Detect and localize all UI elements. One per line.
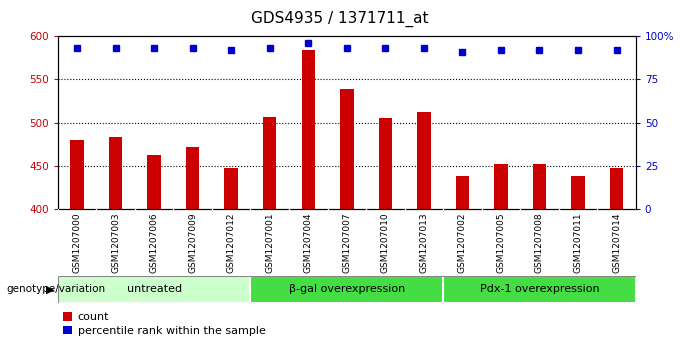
Text: Pdx-1 overexpression: Pdx-1 overexpression <box>479 285 599 294</box>
Text: GSM1207001: GSM1207001 <box>265 212 274 273</box>
Bar <box>58 276 250 303</box>
Bar <box>263 117 277 209</box>
Text: GSM1207009: GSM1207009 <box>188 212 197 273</box>
Bar <box>224 168 238 209</box>
Bar <box>70 140 84 209</box>
Legend: count, percentile rank within the sample: count, percentile rank within the sample <box>63 312 266 336</box>
Bar <box>186 147 199 209</box>
Text: GSM1207008: GSM1207008 <box>535 212 544 273</box>
Bar <box>494 164 508 209</box>
Text: GSM1207010: GSM1207010 <box>381 212 390 273</box>
Bar <box>610 168 624 209</box>
Bar <box>456 176 469 209</box>
Text: GSM1207004: GSM1207004 <box>304 212 313 273</box>
Text: genotype/variation: genotype/variation <box>7 285 106 294</box>
Text: GSM1207013: GSM1207013 <box>420 212 428 273</box>
Bar <box>340 89 354 209</box>
Text: GDS4935 / 1371711_at: GDS4935 / 1371711_at <box>251 11 429 27</box>
Bar <box>301 50 315 209</box>
Text: untreated: untreated <box>126 285 182 294</box>
Text: GSM1207012: GSM1207012 <box>226 212 236 273</box>
Bar <box>571 176 585 209</box>
Bar <box>532 164 546 209</box>
Text: GSM1207003: GSM1207003 <box>111 212 120 273</box>
Text: GSM1207014: GSM1207014 <box>612 212 621 273</box>
Bar <box>417 112 430 209</box>
Bar <box>443 276 636 303</box>
Bar <box>109 137 122 209</box>
Bar <box>250 276 443 303</box>
Text: β-gal overexpression: β-gal overexpression <box>289 285 405 294</box>
Text: GSM1207011: GSM1207011 <box>573 212 583 273</box>
Bar <box>379 118 392 209</box>
Text: GSM1207007: GSM1207007 <box>342 212 352 273</box>
Text: GSM1207005: GSM1207005 <box>496 212 505 273</box>
Text: GSM1207006: GSM1207006 <box>150 212 158 273</box>
Bar <box>148 155 161 209</box>
Text: GSM1207002: GSM1207002 <box>458 212 467 273</box>
Text: GSM1207000: GSM1207000 <box>73 212 82 273</box>
Text: ▶: ▶ <box>46 285 54 294</box>
